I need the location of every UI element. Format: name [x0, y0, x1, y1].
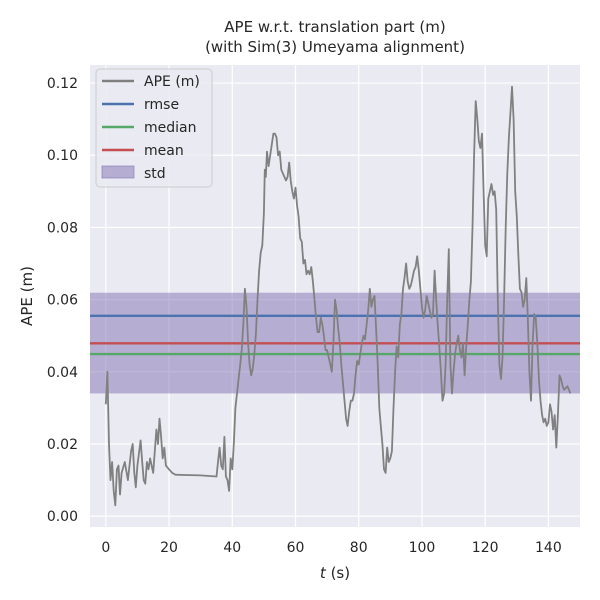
- y-tick-label-0: 0.00: [47, 509, 78, 525]
- x-tick-label-4: 80: [350, 540, 368, 556]
- x-axis-label-var: t: [320, 564, 327, 582]
- x-tick-label-1: 20: [160, 540, 178, 556]
- legend-label-4: std: [144, 166, 166, 182]
- legend: APE (m) rmse median mean std: [95, 68, 213, 188]
- y-tick-label-5: 0.10: [47, 148, 78, 164]
- ape-series-line: [104, 85, 572, 507]
- y-tick-label-2: 0.04: [47, 365, 78, 381]
- y-tick-label-4: 0.08: [47, 220, 78, 236]
- x-tick-label-7: 140: [535, 540, 562, 556]
- x-tick-label-6: 120: [472, 540, 499, 556]
- y-tick-label-1: 0.02: [47, 437, 78, 453]
- x-tick-label-3: 60: [287, 540, 305, 556]
- y-tick-label-6: 0.12: [47, 76, 78, 92]
- legend-label-0: APE (m): [144, 74, 200, 90]
- legend-frame: [95, 68, 213, 188]
- x-tick-label-0: 0: [101, 540, 110, 556]
- legend-label-2: median: [144, 120, 196, 136]
- y-tick-label-3: 0.06: [47, 293, 78, 309]
- x-tick-labels: 0 20 40 60 80 100 120 140: [101, 540, 561, 556]
- y-axis-label: APE (m): [18, 266, 36, 326]
- chart-subtitle: (with Sim(3) Umeyama alignment): [205, 38, 465, 56]
- legend-swatch-4: [101, 165, 135, 179]
- y-tick-labels: 0.00 0.02 0.04 0.06 0.08 0.10 0.12: [47, 76, 78, 525]
- legend-label-3: mean: [144, 143, 184, 159]
- x-axis-label-unit: (s): [326, 564, 350, 582]
- chart-title: APE w.r.t. translation part (m): [224, 18, 445, 36]
- x-axis-label: t (s): [320, 564, 350, 582]
- legend-label-1: rmse: [144, 97, 179, 113]
- x-tick-label-2: 40: [223, 540, 241, 556]
- x-tick-label-5: 100: [409, 540, 436, 556]
